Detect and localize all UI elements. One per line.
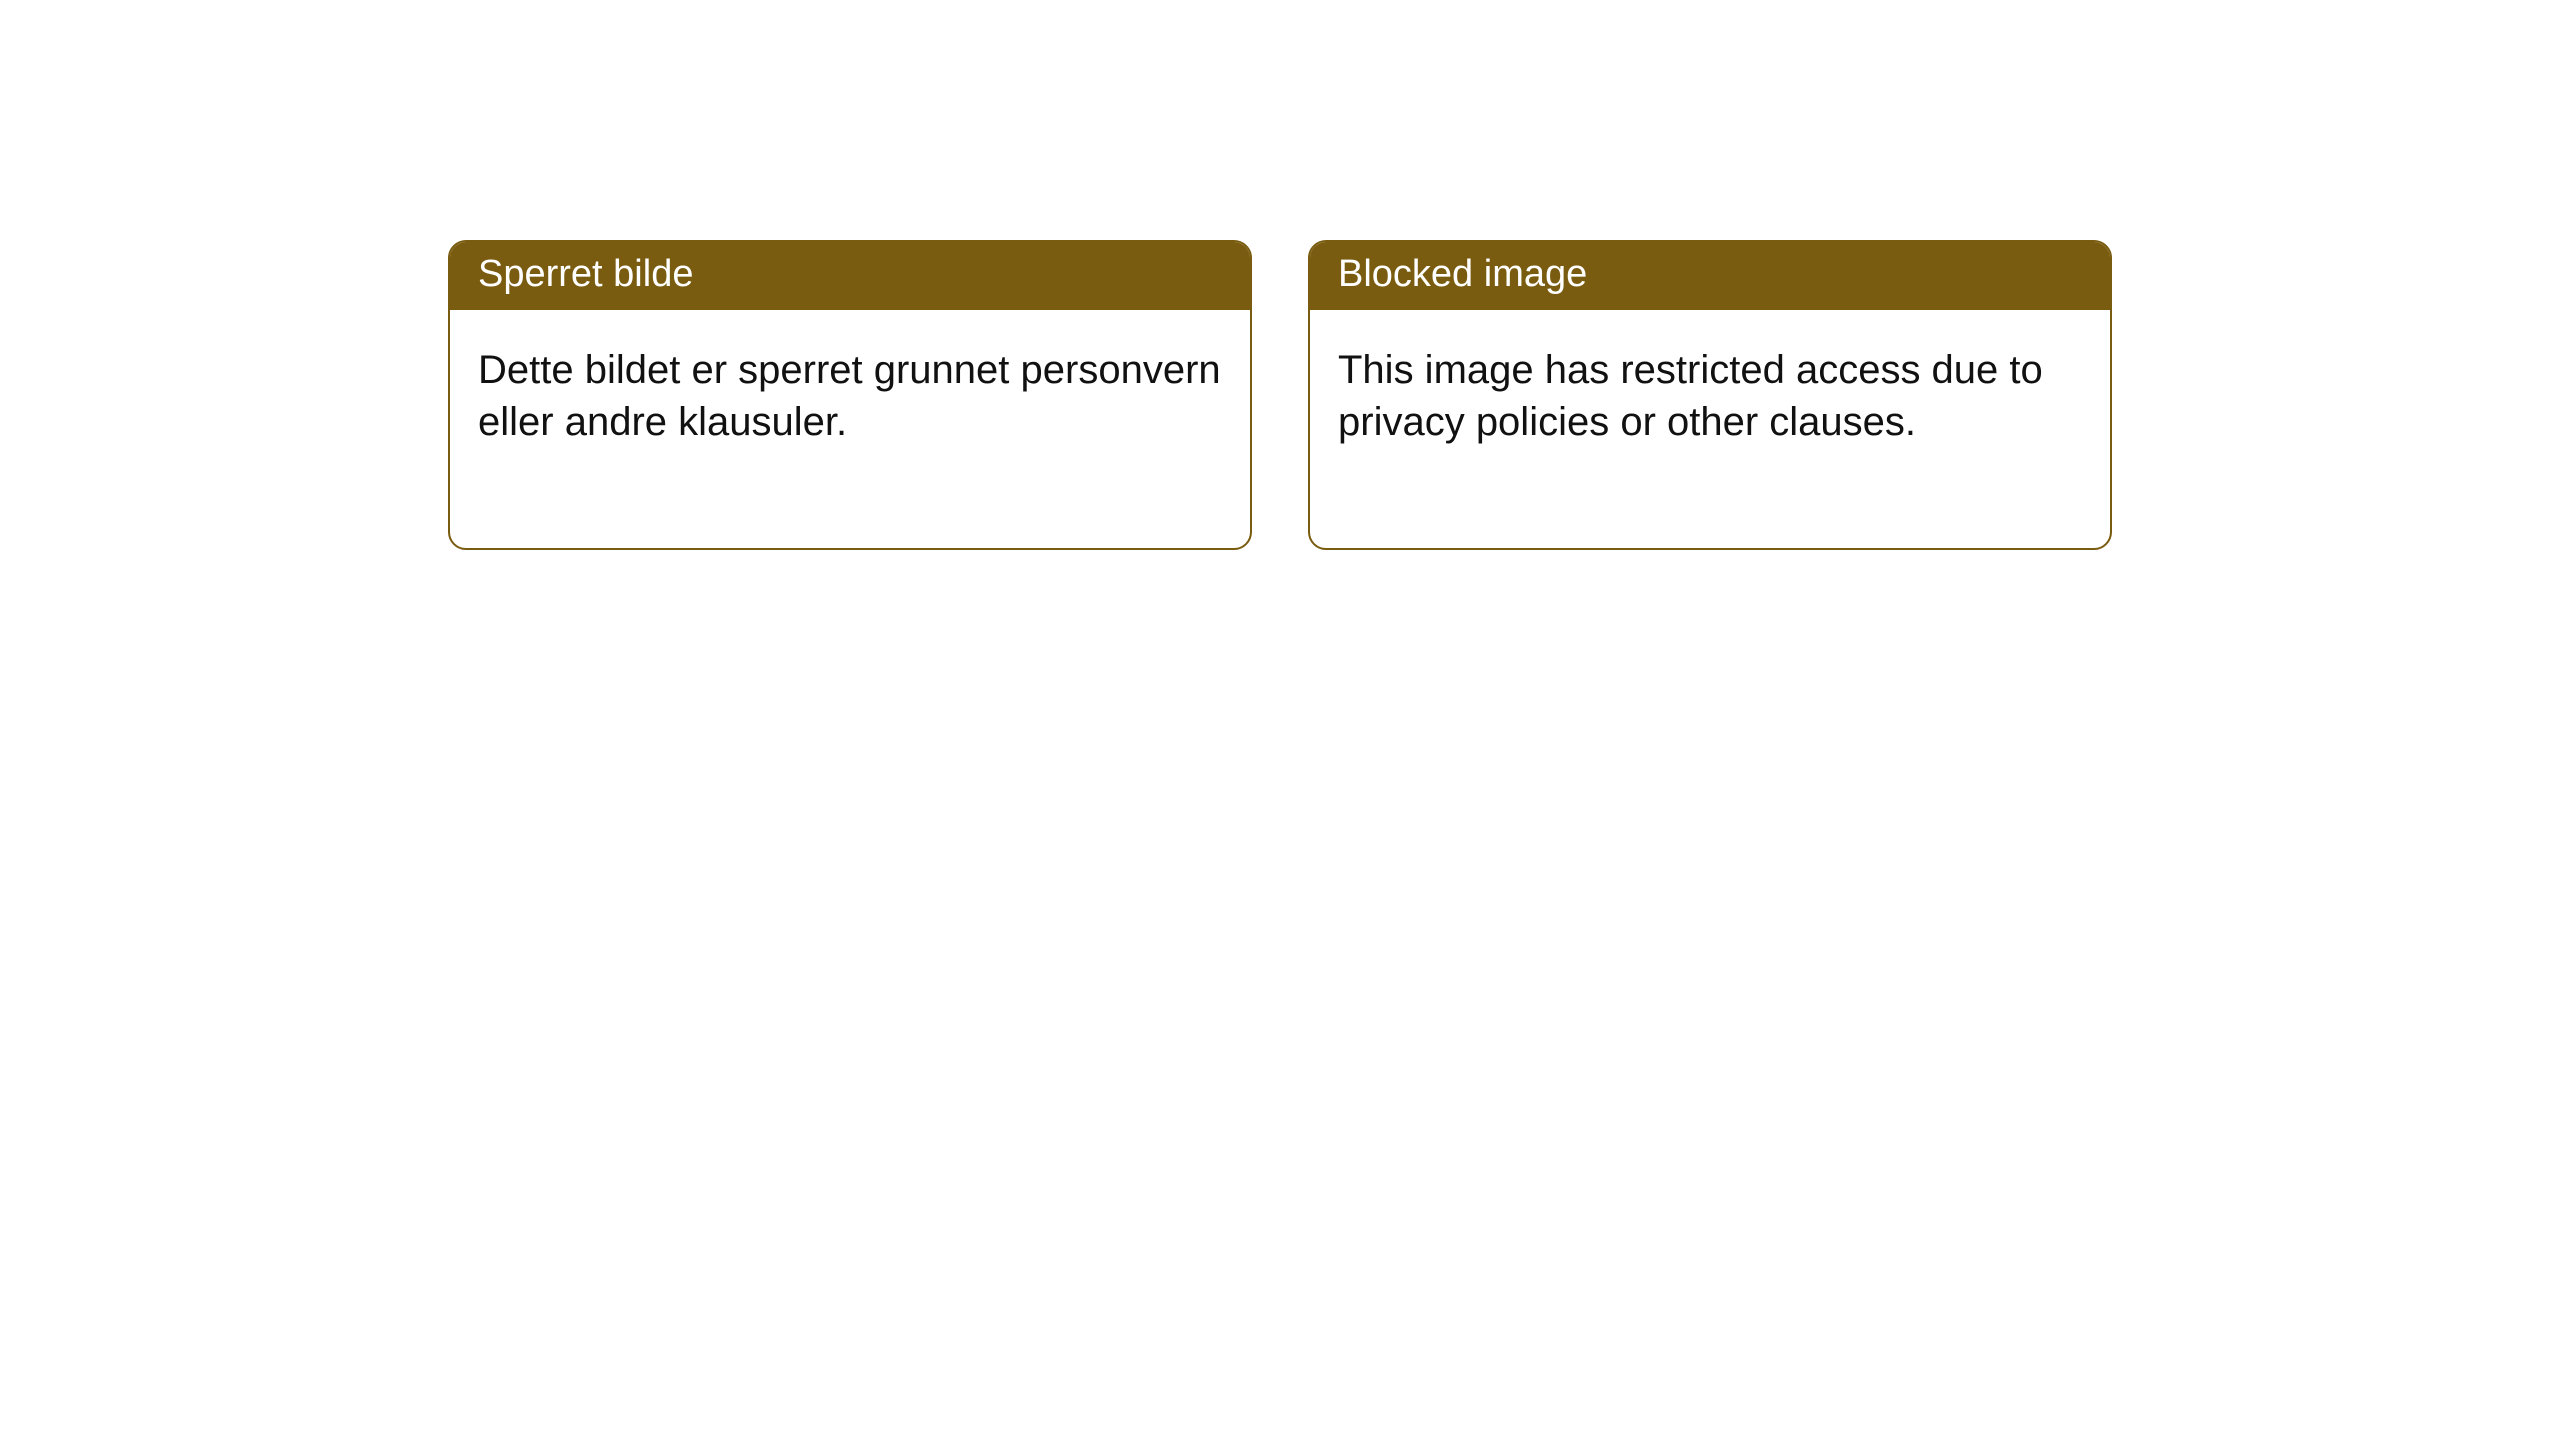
notice-title-en: Blocked image bbox=[1310, 242, 2110, 310]
notice-body-no: Dette bildet er sperret grunnet personve… bbox=[450, 310, 1250, 548]
notice-container: Sperret bilde Dette bildet er sperret gr… bbox=[448, 240, 2112, 550]
notice-body-en: This image has restricted access due to … bbox=[1310, 310, 2110, 548]
notice-card-en: Blocked image This image has restricted … bbox=[1308, 240, 2112, 550]
notice-title-no: Sperret bilde bbox=[450, 242, 1250, 310]
notice-card-no: Sperret bilde Dette bildet er sperret gr… bbox=[448, 240, 1252, 550]
